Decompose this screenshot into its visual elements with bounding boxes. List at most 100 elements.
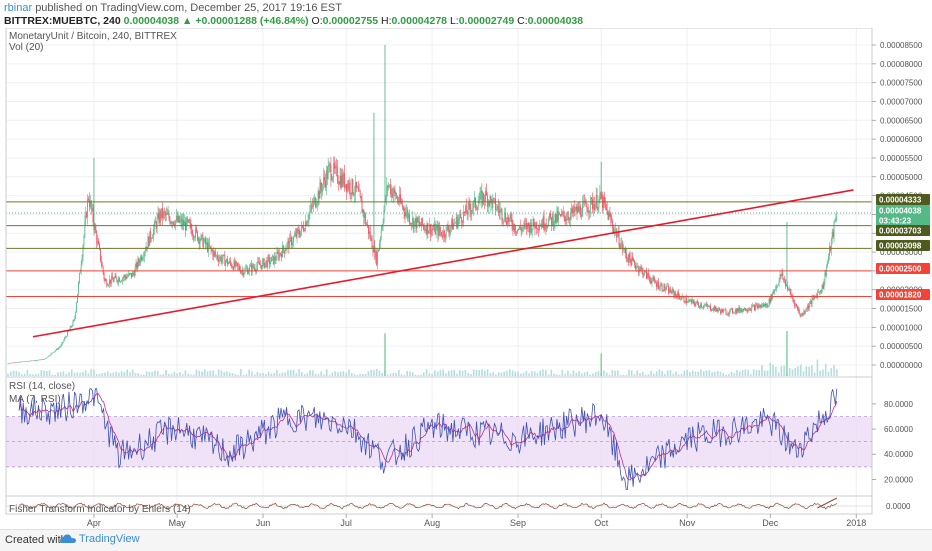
volume-bar	[650, 370, 652, 376]
trading-chart[interactable]: 0.00008500 0.00008000 0.00007500 0.00007000…	[0, 28, 932, 528]
volume-bar	[95, 374, 98, 376]
candle-body	[133, 273, 135, 276]
candle-body	[740, 310, 742, 312]
candle-body	[711, 310, 712, 311]
candle-body	[597, 207, 599, 210]
candle-body	[692, 299, 694, 301]
candle-body	[330, 164, 332, 180]
volume-bar	[276, 370, 278, 376]
volume-bar	[644, 374, 647, 376]
candle-body	[518, 229, 519, 230]
volume-bar	[511, 370, 514, 376]
candle-body	[644, 270, 646, 275]
candle-body	[408, 214, 410, 218]
candle-body	[732, 308, 733, 313]
candle-body	[705, 304, 707, 306]
candle-body	[805, 311, 807, 313]
candle-body	[651, 280, 653, 284]
candle-body	[659, 285, 661, 289]
candle-body	[729, 310, 731, 315]
time-tick-label: 2018	[846, 518, 866, 528]
candle-body	[834, 221, 836, 223]
candle-body	[328, 164, 330, 167]
candle-body	[733, 312, 735, 314]
candle-body	[454, 222, 456, 224]
candle-body	[399, 194, 400, 203]
candle-body	[164, 212, 166, 216]
candle-body	[179, 220, 181, 223]
candle-body	[612, 221, 614, 228]
candle-body	[435, 227, 437, 235]
candle-body	[78, 273, 80, 283]
candle-body	[385, 198, 387, 200]
candle-body	[239, 266, 240, 271]
volume-bar	[195, 369, 198, 376]
candle-body	[515, 231, 517, 232]
candle-body	[533, 218, 535, 226]
time-axis[interactable]: Apr May Jun Jul Aug Sep Oct Nov Dec 2018	[87, 514, 866, 528]
candle-body	[333, 163, 335, 178]
candle-body	[573, 206, 575, 213]
volume-bar	[198, 370, 201, 376]
candle-body	[165, 213, 167, 216]
price-badge-label: 0.00003098	[879, 242, 922, 251]
candle-body	[704, 305, 706, 307]
candle-body	[776, 285, 778, 287]
candle-body	[725, 310, 727, 315]
volume-bar	[528, 373, 530, 376]
main-legend: MonetaryUnit / Bitcoin, 240, BITTREX	[9, 31, 177, 42]
candle-body	[615, 229, 617, 238]
candle-body	[372, 248, 374, 253]
candle-body	[427, 223, 429, 234]
candle-body	[298, 230, 300, 235]
volume-bar	[653, 373, 655, 376]
candle-body	[206, 242, 207, 245]
candle-body	[123, 275, 125, 278]
candle-body	[455, 216, 457, 223]
candle-body	[789, 288, 791, 292]
candle-body	[342, 174, 344, 185]
volume-bar	[79, 372, 81, 376]
candle-body	[85, 212, 87, 223]
candle-body	[186, 218, 188, 222]
candle-body	[489, 196, 491, 206]
fisher-line	[19, 502, 838, 510]
volume-bar	[589, 374, 591, 376]
volume-bar	[483, 370, 486, 376]
candle-body	[76, 302, 78, 312]
candle-body	[7, 363, 9, 364]
volume-bar	[561, 369, 564, 376]
candle-body	[176, 215, 178, 222]
candle-body	[248, 271, 249, 274]
candle-body	[231, 266, 233, 268]
candle-body	[797, 306, 798, 310]
volume-bar	[808, 366, 810, 376]
trendline[interactable]	[32, 189, 854, 338]
candle-body	[391, 189, 393, 198]
candle-body	[685, 297, 687, 303]
volume-bar	[339, 371, 342, 376]
candle-body	[675, 293, 677, 296]
time-tick-label: Oct	[594, 518, 609, 528]
volume-bar	[375, 369, 378, 376]
candle-body	[219, 256, 221, 259]
volume-bar	[65, 374, 68, 376]
volume-bar	[661, 370, 663, 376]
candle-body	[437, 225, 439, 237]
candle-body	[755, 304, 757, 306]
candle-body	[168, 213, 170, 219]
volume-bar	[129, 372, 131, 376]
time-tick-label: May	[169, 518, 187, 528]
candle-body	[203, 241, 205, 247]
candle-body	[400, 201, 402, 204]
author-link[interactable]: rbinar	[4, 2, 33, 14]
candle-body	[106, 280, 108, 286]
price-badge-label: 0.00004038	[879, 207, 922, 216]
candle-body	[700, 304, 701, 308]
volume-bar	[833, 365, 835, 376]
candle-body	[433, 224, 435, 230]
candle-body	[251, 264, 253, 272]
candle-body	[154, 221, 156, 224]
tradingview-logo[interactable]: TradingView	[60, 533, 140, 545]
candle-body	[652, 277, 654, 281]
